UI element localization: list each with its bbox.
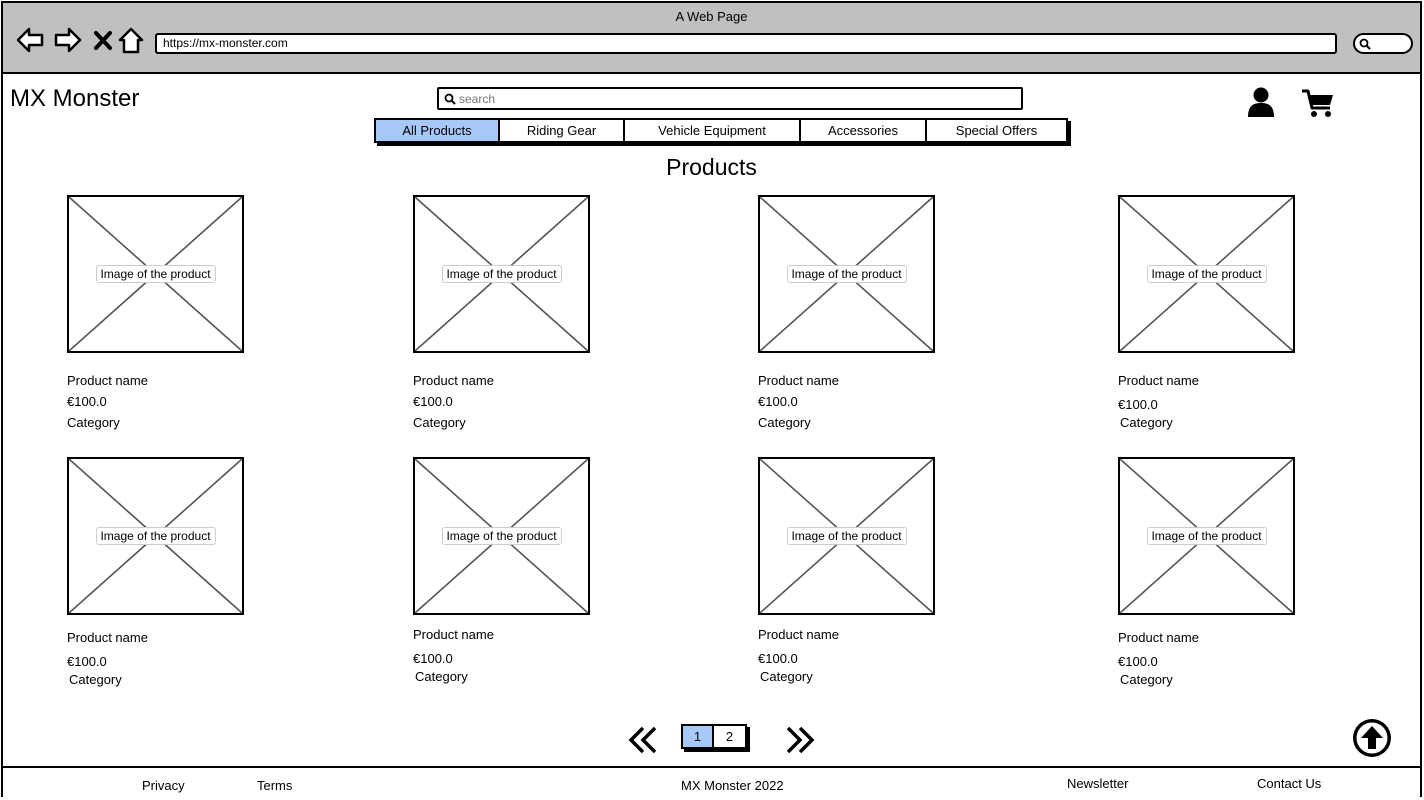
tab-all-products[interactable]: All Products [376, 120, 500, 141]
tab-riding-gear[interactable]: Riding Gear [500, 120, 625, 141]
scroll-to-top-arrow-icon[interactable] [1351, 717, 1393, 759]
footer-privacy-link[interactable]: Privacy [142, 778, 185, 793]
footer-copyright: MX Monster 2022 [681, 778, 784, 793]
previous-page-double-chevron-icon[interactable] [627, 723, 659, 757]
product-card[interactable]: Image of the product Product name €100.0… [413, 195, 613, 430]
product-image[interactable]: Image of the product [413, 195, 590, 353]
product-image[interactable]: Image of the product [413, 457, 590, 615]
image-caption: Image of the product [1146, 265, 1267, 283]
product-price: €100.0 [413, 651, 453, 666]
shopping-cart-icon[interactable] [1301, 87, 1335, 119]
product-image[interactable]: Image of the product [1118, 195, 1295, 353]
image-caption: Image of the product [441, 265, 562, 283]
product-category: Category [415, 669, 468, 684]
product-price: €100.0 [67, 654, 107, 669]
image-caption: Image of the product [786, 527, 907, 545]
category-tabs: All Products Riding Gear Vehicle Equipme… [374, 118, 1068, 143]
product-category: Category [67, 415, 120, 430]
product-price: €100.0 [758, 651, 798, 666]
product-image[interactable]: Image of the product [67, 457, 244, 615]
product-name[interactable]: Product name [413, 627, 494, 642]
product-card[interactable]: Image of the product Product name €100.0… [1118, 195, 1318, 430]
product-category: Category [760, 669, 813, 684]
footer-newsletter-link[interactable]: Newsletter [1067, 776, 1129, 791]
product-card[interactable]: Image of the product Product name €100.0… [758, 195, 958, 430]
tab-vehicle-equipment[interactable]: Vehicle Equipment [625, 120, 801, 141]
product-category: Category [1120, 415, 1173, 430]
image-caption: Image of the product [1146, 527, 1267, 545]
site-footer: Privacy Terms MX Monster 2022 Newsletter… [3, 766, 1420, 799]
product-card[interactable]: Image of the product Product name €100.0… [1118, 457, 1318, 687]
search-icon [1359, 38, 1371, 50]
back-arrow-icon[interactable] [15, 25, 45, 55]
image-caption: Image of the product [441, 527, 562, 545]
page-2-button[interactable]: 2 [714, 726, 745, 747]
site-search[interactable] [437, 87, 1023, 110]
forward-arrow-icon[interactable] [53, 25, 83, 55]
product-category: Category [1120, 672, 1173, 687]
stop-x-icon[interactable] [91, 25, 115, 55]
product-price: €100.0 [413, 394, 453, 409]
footer-contact-link[interactable]: Contact Us [1257, 776, 1322, 791]
product-name[interactable]: Product name [67, 373, 148, 388]
window-title: A Web Page [675, 9, 748, 24]
product-card[interactable]: Image of the product Product name €100.0… [758, 457, 958, 684]
home-icon[interactable] [117, 25, 145, 55]
next-page-double-chevron-icon[interactable] [784, 723, 816, 757]
product-card[interactable]: Image of the product Product name €100.0… [67, 195, 267, 430]
image-caption: Image of the product [786, 265, 907, 283]
product-name[interactable]: Product name [67, 630, 148, 645]
browser-chrome: A Web Page https://mx-monster.com [3, 3, 1420, 74]
product-name[interactable]: Product name [758, 627, 839, 642]
tab-special-offers[interactable]: Special Offers [927, 120, 1066, 141]
product-card[interactable]: Image of the product Product name €100.0… [413, 457, 613, 684]
product-card[interactable]: Image of the product Product name €100.0… [67, 457, 267, 687]
product-name[interactable]: Product name [1118, 630, 1199, 645]
product-price: €100.0 [1118, 397, 1158, 412]
footer-terms-link[interactable]: Terms [257, 778, 293, 793]
product-name[interactable]: Product name [1118, 373, 1199, 388]
page-1-button[interactable]: 1 [683, 726, 714, 747]
product-price: €100.0 [1118, 654, 1158, 669]
site-logo[interactable]: MX Monster [10, 85, 140, 112]
product-image[interactable]: Image of the product [758, 457, 935, 615]
pagination: 1 2 [681, 724, 747, 749]
product-category: Category [758, 415, 811, 430]
product-price: €100.0 [758, 394, 798, 409]
search-icon [444, 93, 456, 105]
product-price: €100.0 [67, 394, 107, 409]
product-category: Category [413, 415, 466, 430]
product-name[interactable]: Product name [413, 373, 494, 388]
product-name[interactable]: Product name [758, 373, 839, 388]
product-image[interactable]: Image of the product [67, 195, 244, 353]
product-image[interactable]: Image of the product [1118, 457, 1295, 615]
product-category: Category [69, 672, 122, 687]
page-title: Products [666, 154, 757, 180]
image-caption: Image of the product [95, 265, 216, 283]
image-caption: Image of the product [95, 527, 216, 545]
tab-accessories[interactable]: Accessories [801, 120, 927, 141]
address-bar[interactable]: https://mx-monster.com [155, 33, 1337, 54]
product-image[interactable]: Image of the product [758, 195, 935, 353]
user-account-icon[interactable] [1246, 86, 1276, 118]
browser-search-field[interactable] [1353, 33, 1413, 54]
search-input[interactable] [459, 90, 1015, 107]
